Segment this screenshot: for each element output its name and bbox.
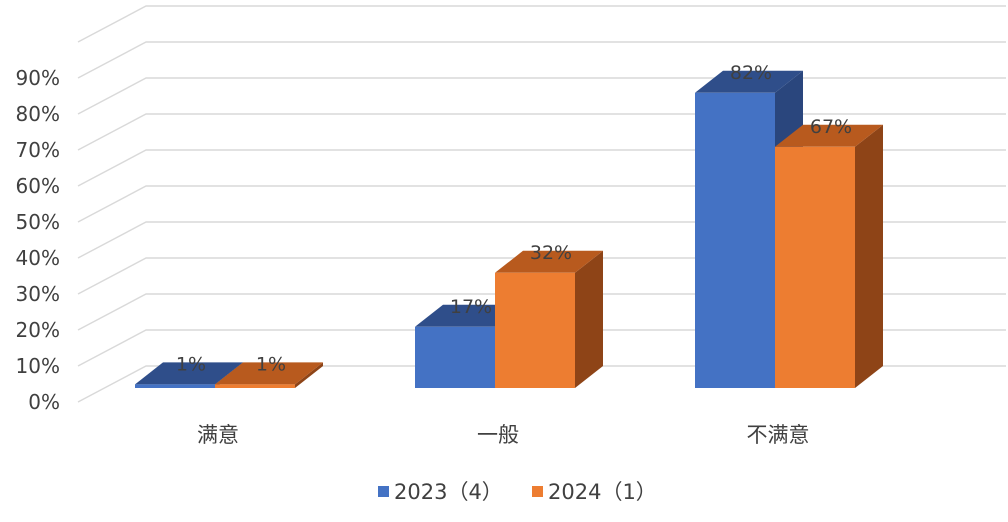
data-label: 17% bbox=[450, 296, 492, 318]
y-axis-ticks: 0% 10% 20% 30% 40% 50% 60% 70% 80% 90% bbox=[16, 66, 60, 414]
data-label: 82% bbox=[730, 62, 772, 84]
legend-swatch bbox=[378, 486, 389, 497]
y-tick-label: 70% bbox=[16, 138, 60, 162]
legend: 2023（4） 2024（1） bbox=[378, 480, 657, 504]
bar-2-3 bbox=[775, 124, 883, 389]
bar-top bbox=[775, 124, 883, 147]
legend-label: 2024（1） bbox=[548, 480, 657, 504]
legend-label: 2023（4） bbox=[394, 480, 503, 504]
y-tick-label: 80% bbox=[16, 102, 60, 126]
data-label: 1% bbox=[256, 353, 286, 375]
bar-top bbox=[495, 250, 603, 273]
bar-side bbox=[855, 124, 883, 389]
bar-front bbox=[695, 92, 775, 389]
x-axis-categories: 满意 一般 不满意 bbox=[197, 423, 810, 447]
bar-front bbox=[495, 272, 575, 388]
bar-front bbox=[135, 384, 215, 388]
y-tick-label: 10% bbox=[16, 354, 60, 378]
data-labels: 1% 1% 17% 32% 82% 67% bbox=[176, 62, 852, 376]
y-tick-label: 30% bbox=[16, 282, 60, 306]
legend-swatch bbox=[532, 486, 543, 497]
y-tick-label: 20% bbox=[16, 318, 60, 342]
bar-top bbox=[695, 70, 803, 93]
bar-front bbox=[775, 146, 855, 388]
bar-top bbox=[135, 362, 243, 385]
bar-side bbox=[575, 250, 603, 388]
data-label: 32% bbox=[530, 242, 572, 264]
bar-side bbox=[295, 362, 323, 388]
y-tick-label: 0% bbox=[28, 390, 60, 414]
x-category-label: 一般 bbox=[477, 423, 519, 447]
x-category-label: 不满意 bbox=[747, 423, 810, 447]
legend-item: 2024（1） bbox=[532, 480, 657, 504]
x-category-label: 满意 bbox=[197, 423, 239, 447]
bar-top bbox=[215, 362, 323, 385]
y-tick-label: 90% bbox=[16, 66, 60, 90]
y-tick-label: 60% bbox=[16, 174, 60, 198]
gridline bbox=[77, 77, 1006, 115]
bar-front bbox=[415, 326, 495, 388]
gridlines bbox=[77, 5, 1006, 403]
data-label: 1% bbox=[176, 353, 206, 375]
gridline bbox=[77, 5, 1006, 43]
y-tick-label: 40% bbox=[16, 246, 60, 270]
bar-2-1 bbox=[215, 362, 323, 388]
gridline bbox=[77, 41, 1006, 79]
bar-2-2 bbox=[495, 250, 603, 388]
bars bbox=[135, 70, 883, 389]
y-tick-label: 50% bbox=[16, 210, 60, 234]
data-label: 67% bbox=[810, 116, 852, 138]
legend-item: 2023（4） bbox=[378, 480, 503, 504]
bar-front bbox=[215, 384, 295, 388]
